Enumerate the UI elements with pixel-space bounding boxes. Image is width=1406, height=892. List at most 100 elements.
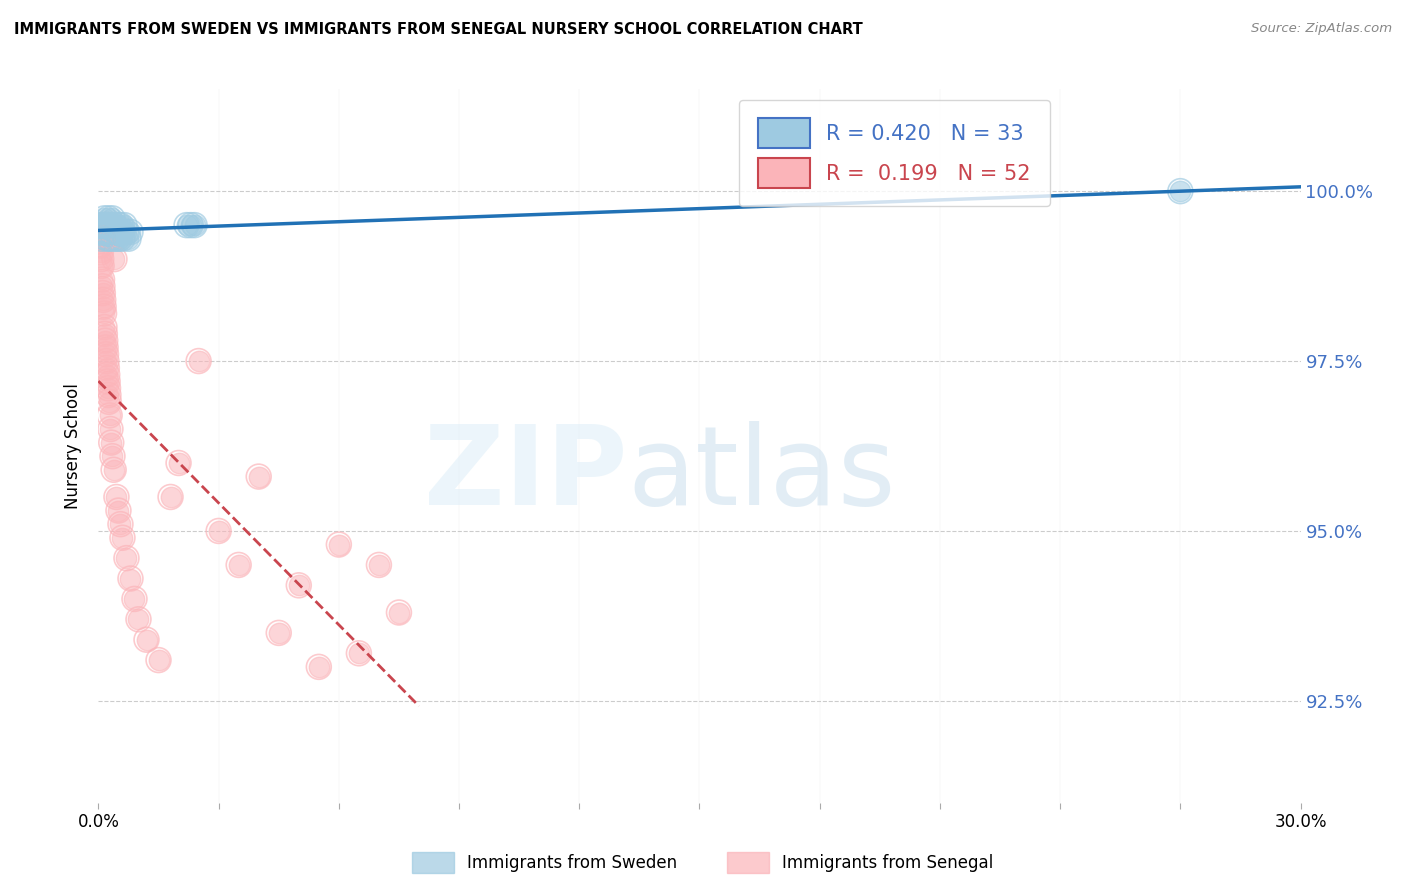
Point bbox=[111, 232, 134, 246]
Point bbox=[347, 646, 370, 660]
Point bbox=[107, 218, 129, 232]
Point bbox=[94, 341, 117, 355]
Point bbox=[187, 354, 209, 368]
Point bbox=[100, 435, 122, 450]
Text: IMMIGRANTS FROM SWEDEN VS IMMIGRANTS FROM SENEGAL NURSERY SCHOOL CORRELATION CHA: IMMIGRANTS FROM SWEDEN VS IMMIGRANTS FRO… bbox=[14, 22, 863, 37]
Point bbox=[97, 375, 120, 389]
Point bbox=[97, 381, 120, 395]
Point bbox=[104, 225, 127, 239]
Point bbox=[208, 524, 231, 538]
Point bbox=[89, 238, 111, 252]
Point bbox=[101, 449, 124, 463]
Point bbox=[91, 279, 114, 293]
Point bbox=[247, 469, 270, 483]
Point bbox=[89, 218, 111, 232]
Point bbox=[93, 306, 115, 320]
Point bbox=[96, 368, 118, 382]
Point bbox=[110, 218, 132, 232]
Point bbox=[97, 381, 120, 395]
Point bbox=[100, 225, 122, 239]
Point bbox=[368, 558, 391, 572]
Point bbox=[103, 252, 125, 266]
Point bbox=[117, 232, 139, 246]
Point bbox=[208, 524, 231, 538]
Point bbox=[110, 517, 132, 532]
Point bbox=[94, 341, 117, 355]
Point bbox=[103, 232, 125, 246]
Point bbox=[93, 218, 115, 232]
Point bbox=[97, 375, 120, 389]
Point bbox=[101, 211, 124, 226]
Point bbox=[148, 653, 170, 667]
Point bbox=[120, 572, 142, 586]
Point bbox=[107, 225, 129, 239]
Point bbox=[94, 225, 117, 239]
Point bbox=[93, 320, 115, 334]
Point bbox=[267, 626, 290, 640]
Point bbox=[96, 218, 118, 232]
Point bbox=[89, 238, 111, 252]
Point bbox=[98, 409, 121, 423]
Point bbox=[94, 334, 117, 348]
Point bbox=[89, 218, 111, 232]
Point bbox=[97, 211, 120, 226]
Point bbox=[96, 354, 118, 368]
Point bbox=[124, 591, 146, 606]
Point bbox=[91, 279, 114, 293]
Point bbox=[96, 360, 118, 375]
Point bbox=[111, 225, 134, 239]
Point bbox=[90, 252, 112, 266]
Point bbox=[90, 252, 112, 266]
Point bbox=[128, 612, 150, 626]
Point bbox=[180, 218, 202, 232]
Point bbox=[96, 232, 118, 246]
Point bbox=[328, 537, 350, 551]
Point bbox=[115, 551, 138, 566]
Point bbox=[91, 286, 114, 301]
Point bbox=[167, 456, 190, 470]
Point bbox=[97, 394, 120, 409]
Point bbox=[288, 578, 311, 592]
Y-axis label: Nursery School: Nursery School bbox=[65, 383, 83, 509]
Point bbox=[96, 218, 118, 232]
Point bbox=[103, 232, 125, 246]
Point bbox=[94, 326, 117, 341]
Point bbox=[100, 435, 122, 450]
Text: ZIP: ZIP bbox=[425, 421, 627, 528]
Point bbox=[228, 558, 250, 572]
Point bbox=[94, 326, 117, 341]
Point bbox=[110, 218, 132, 232]
Point bbox=[148, 653, 170, 667]
Point bbox=[328, 537, 350, 551]
Point bbox=[228, 558, 250, 572]
Point bbox=[167, 456, 190, 470]
Point bbox=[114, 218, 136, 232]
Point bbox=[93, 320, 115, 334]
Point bbox=[180, 218, 202, 232]
Point bbox=[98, 232, 121, 246]
Point bbox=[91, 218, 114, 232]
Point bbox=[97, 388, 120, 402]
Point bbox=[96, 368, 118, 382]
Point bbox=[124, 591, 146, 606]
Point bbox=[104, 225, 127, 239]
Point bbox=[93, 300, 115, 314]
Point bbox=[91, 293, 114, 307]
Point bbox=[103, 252, 125, 266]
Point bbox=[100, 218, 122, 232]
Point bbox=[107, 225, 129, 239]
Point bbox=[101, 211, 124, 226]
Legend: Immigrants from Sweden, Immigrants from Senegal: Immigrants from Sweden, Immigrants from … bbox=[406, 846, 1000, 880]
Point bbox=[1170, 184, 1192, 198]
Point bbox=[107, 503, 129, 517]
Point bbox=[100, 218, 122, 232]
Point bbox=[96, 354, 118, 368]
Point bbox=[308, 660, 330, 674]
Point bbox=[183, 218, 205, 232]
Point bbox=[97, 225, 120, 239]
Point bbox=[368, 558, 391, 572]
Point bbox=[100, 422, 122, 436]
Point bbox=[107, 503, 129, 517]
Point bbox=[94, 347, 117, 361]
Point bbox=[91, 293, 114, 307]
